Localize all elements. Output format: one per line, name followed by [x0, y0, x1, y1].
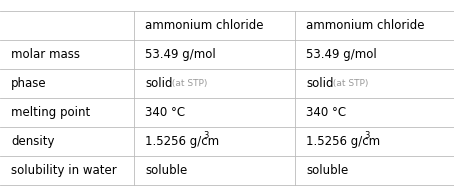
Text: solubility in water: solubility in water	[11, 164, 117, 177]
Text: soluble: soluble	[306, 164, 349, 177]
Text: soluble: soluble	[145, 164, 188, 177]
Text: 340 °C: 340 °C	[145, 106, 185, 119]
Text: solid: solid	[145, 77, 173, 90]
Text: density: density	[11, 135, 55, 148]
Text: 340 °C: 340 °C	[306, 106, 346, 119]
Text: molar mass: molar mass	[11, 48, 80, 61]
Text: phase: phase	[11, 77, 47, 90]
Text: melting point: melting point	[11, 106, 91, 119]
Text: 3: 3	[203, 131, 209, 140]
Text: 1.5256 g/cm: 1.5256 g/cm	[306, 135, 380, 148]
Text: (at STP): (at STP)	[330, 79, 369, 88]
Text: 1.5256 g/cm: 1.5256 g/cm	[145, 135, 219, 148]
Text: (at STP): (at STP)	[169, 79, 207, 88]
Text: 53.49 g/mol: 53.49 g/mol	[145, 48, 216, 61]
Text: 3: 3	[365, 131, 370, 140]
Text: solid: solid	[306, 77, 334, 90]
Text: ammonium chloride: ammonium chloride	[145, 19, 264, 32]
Text: 53.49 g/mol: 53.49 g/mol	[306, 48, 377, 61]
Text: ammonium chloride: ammonium chloride	[306, 19, 425, 32]
